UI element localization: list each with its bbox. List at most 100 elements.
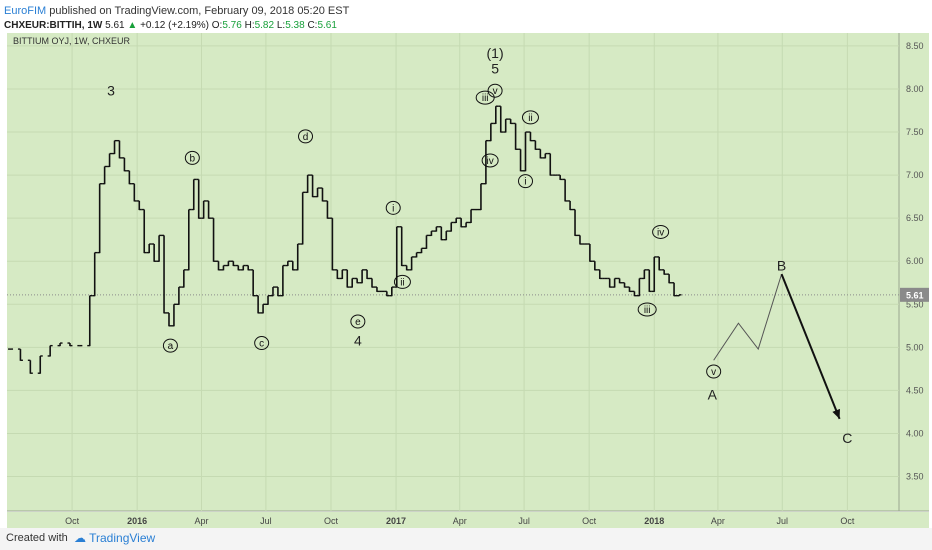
open-label: O: — [211, 20, 223, 31]
change-value: +0.12 (+2.19%) — [140, 20, 209, 31]
price-bar — [334, 269, 340, 280]
price-bar — [87, 294, 93, 347]
price-bar — [671, 282, 677, 297]
wave-label-text: 4 — [354, 332, 362, 348]
published-text: published on TradingView.com, February 0… — [49, 5, 350, 17]
price-bar — [518, 148, 524, 172]
price-scale-background — [899, 33, 929, 511]
price-bar — [17, 348, 23, 361]
tradingview-logo-text: TradingView — [89, 531, 156, 545]
time-scale-background — [7, 512, 929, 530]
y-tick-label: 4.00 — [906, 428, 924, 438]
price-bar — [300, 191, 306, 245]
price-bar — [285, 260, 291, 267]
wave-label-circle — [637, 302, 657, 317]
price-bar — [349, 277, 355, 288]
price-bar — [161, 234, 167, 314]
x-tick-label: Oct — [324, 516, 339, 526]
wave-label-text: 3 — [107, 83, 115, 99]
price-bar — [503, 118, 509, 133]
wave-label: 4 — [354, 332, 362, 348]
price-bar — [186, 208, 192, 271]
price-bar — [27, 359, 33, 374]
price-bar — [220, 264, 226, 271]
price-bar — [240, 264, 246, 271]
price-bar — [369, 277, 375, 288]
price-bar — [211, 217, 217, 262]
author-link[interactable]: EuroFIM — [4, 5, 47, 17]
wave-label-text: v — [493, 86, 498, 97]
x-tick-label: Jul — [518, 516, 530, 526]
wave-label-circle — [487, 83, 503, 98]
price-bar — [225, 260, 231, 267]
price-bar — [458, 217, 464, 228]
price-bar — [141, 208, 147, 254]
price-bar — [493, 105, 499, 125]
price-bar — [92, 251, 98, 297]
price-bar — [131, 183, 137, 202]
y-tick-label: 6.00 — [906, 256, 924, 266]
tradingview-logo[interactable]: ☁ TradingView — [74, 531, 155, 545]
high-label: H: — [244, 20, 255, 31]
wave-label-text: b — [190, 153, 196, 164]
price-chart[interactable]: 3.50 4.00 4.50 5.00 5.50 6.00 6.50 7.00 7.50 8.00… — [7, 33, 929, 530]
price-bar — [364, 269, 370, 280]
price-bar — [651, 256, 657, 293]
last-price-badge-label: 5.61 — [906, 290, 924, 300]
wave-label-circle — [184, 150, 200, 165]
price-bar — [582, 243, 588, 245]
price-bar — [552, 174, 558, 176]
price-bar — [379, 290, 385, 293]
price-bar — [547, 152, 553, 176]
price-bar — [478, 183, 484, 211]
wave-label-circle — [521, 110, 539, 125]
price-bar — [404, 264, 410, 271]
y-tick-label: 3.50 — [906, 472, 924, 482]
chart-area[interactable]: 3.50 4.00 4.50 5.00 5.50 6.00 6.50 7.00 7.50 8.00… — [7, 33, 929, 530]
price-bar — [562, 178, 568, 202]
price-bar — [646, 269, 652, 293]
y-tick-label: 8.50 — [906, 41, 924, 51]
low-label: L: — [276, 20, 286, 31]
projection-arrowhead — [832, 408, 840, 419]
price-bar — [433, 226, 439, 232]
wave-label: i — [518, 174, 534, 189]
chart-header: EuroFIM published on TradingView.com, Fe… — [4, 2, 928, 36]
price-bar — [523, 131, 529, 172]
wave-label-text: e — [355, 317, 361, 328]
price-bar — [201, 200, 207, 219]
publish-line: EuroFIM published on TradingView.com, Fe… — [4, 5, 349, 17]
price-bar — [116, 139, 122, 159]
close-value: 5.61 — [317, 20, 337, 31]
price-bar — [216, 260, 222, 271]
price-bar — [230, 260, 236, 267]
price-bar — [602, 277, 608, 280]
wave-label-circle — [254, 336, 270, 351]
price-bar — [245, 264, 251, 271]
wave-label-text: v — [711, 367, 716, 378]
price-bar — [270, 286, 276, 297]
wave-label: A — [708, 387, 718, 403]
wave-label-text: ii — [528, 113, 532, 124]
plot-background — [7, 33, 899, 511]
wave-label: 3 — [107, 83, 115, 99]
wave-label: iv — [481, 153, 499, 168]
price-bar — [389, 286, 395, 297]
price-bar — [206, 200, 212, 219]
price-bar — [310, 174, 316, 198]
price-bar — [622, 282, 628, 288]
price-bar — [112, 139, 118, 155]
symbol-name: CHXEUR:BITTIH, 1W — [4, 20, 103, 31]
wave-label-text: 5 — [491, 60, 499, 76]
last-price-badge — [900, 287, 929, 302]
price-bar — [498, 105, 504, 133]
price-bar — [315, 187, 321, 198]
wave-label: (1) — [487, 45, 504, 61]
y-tick-label: 5.00 — [906, 342, 924, 352]
wave-label-text: iii — [482, 93, 489, 104]
footer: Created with ☁ TradingView — [0, 528, 932, 550]
price-bar — [47, 344, 53, 357]
price-bar — [587, 243, 593, 262]
price-bar — [542, 152, 548, 159]
x-tick-label: Jul — [260, 516, 272, 526]
